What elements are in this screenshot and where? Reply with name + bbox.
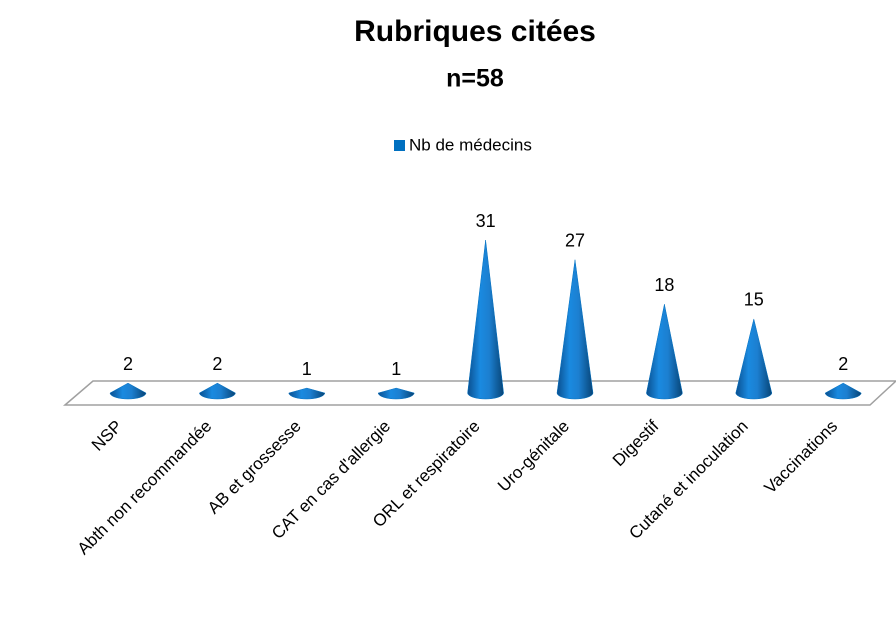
cone	[735, 318, 773, 400]
legend-swatch	[394, 140, 405, 151]
legend-label: Nb de médecins	[409, 135, 532, 154]
cone	[556, 259, 594, 400]
chart-title: Rubriques citées	[354, 15, 596, 48]
cone	[288, 387, 326, 400]
x-tick-label: NSP	[88, 417, 126, 455]
x-tick-label: Uro-génitale	[494, 417, 573, 496]
value-label: 2	[123, 354, 133, 374]
value-label: 2	[838, 354, 848, 374]
value-label: 31	[476, 211, 496, 231]
cone	[824, 382, 862, 400]
value-label: 18	[654, 275, 674, 295]
value-label: 1	[391, 359, 401, 379]
chart-subtitle: n=58	[446, 65, 504, 93]
value-label: 2	[212, 354, 222, 374]
x-tick-label: Vaccinations	[760, 417, 841, 498]
cone	[377, 387, 415, 400]
cone	[467, 239, 504, 400]
cone	[109, 382, 147, 400]
value-label: 15	[744, 290, 764, 310]
value-label: 1	[302, 359, 312, 379]
cone	[199, 382, 236, 400]
value-label: 27	[565, 230, 585, 250]
cone	[646, 304, 683, 400]
x-tick-label: AB et grossesse	[204, 417, 305, 518]
x-tick-label: Digestif	[609, 416, 663, 470]
